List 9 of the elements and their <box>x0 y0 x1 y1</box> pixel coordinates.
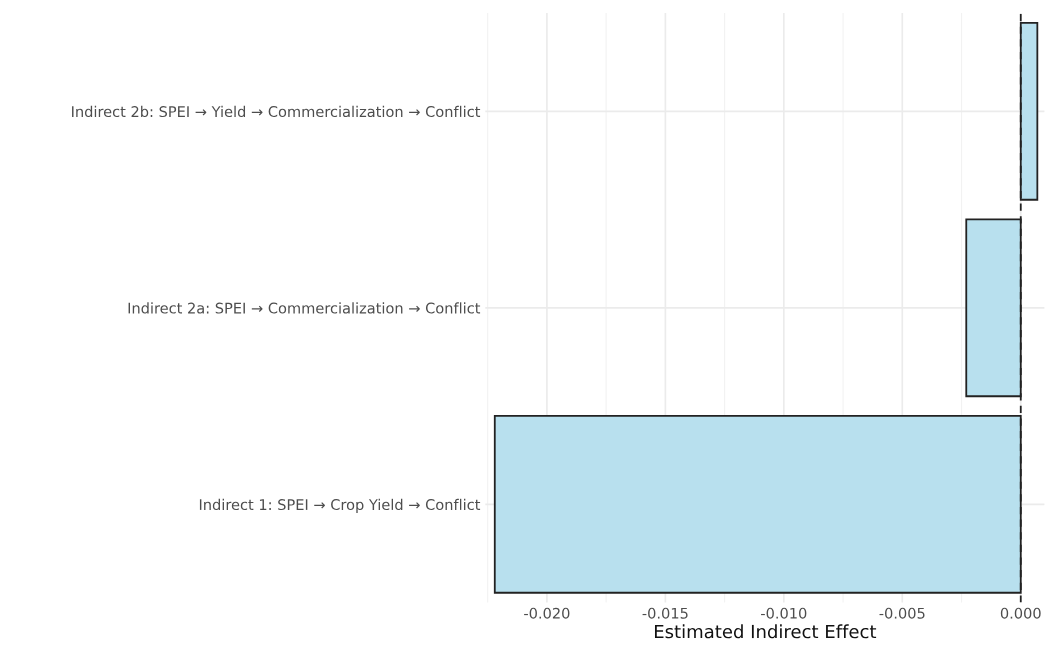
y-tick-label: Indirect 2b: SPEI → Yield → Commercialization → Conflict <box>72 105 481 118</box>
x-tick-label: -0.015 <box>642 607 688 619</box>
x-tick-label: -0.010 <box>761 607 807 619</box>
x-tick-label: -0.005 <box>879 607 925 619</box>
y-tick-label: Indirect 2a: SPEI → Commercialization → Conflict <box>128 302 481 314</box>
x-tick-label: 0.000 <box>1000 607 1041 619</box>
x-axis-title: Estimated Indirect Effect <box>654 624 877 639</box>
x-tick-label: -0.020 <box>524 607 570 619</box>
y-tick-label: Indirect 1: SPEI → Crop Yield → Conflict <box>199 498 481 513</box>
